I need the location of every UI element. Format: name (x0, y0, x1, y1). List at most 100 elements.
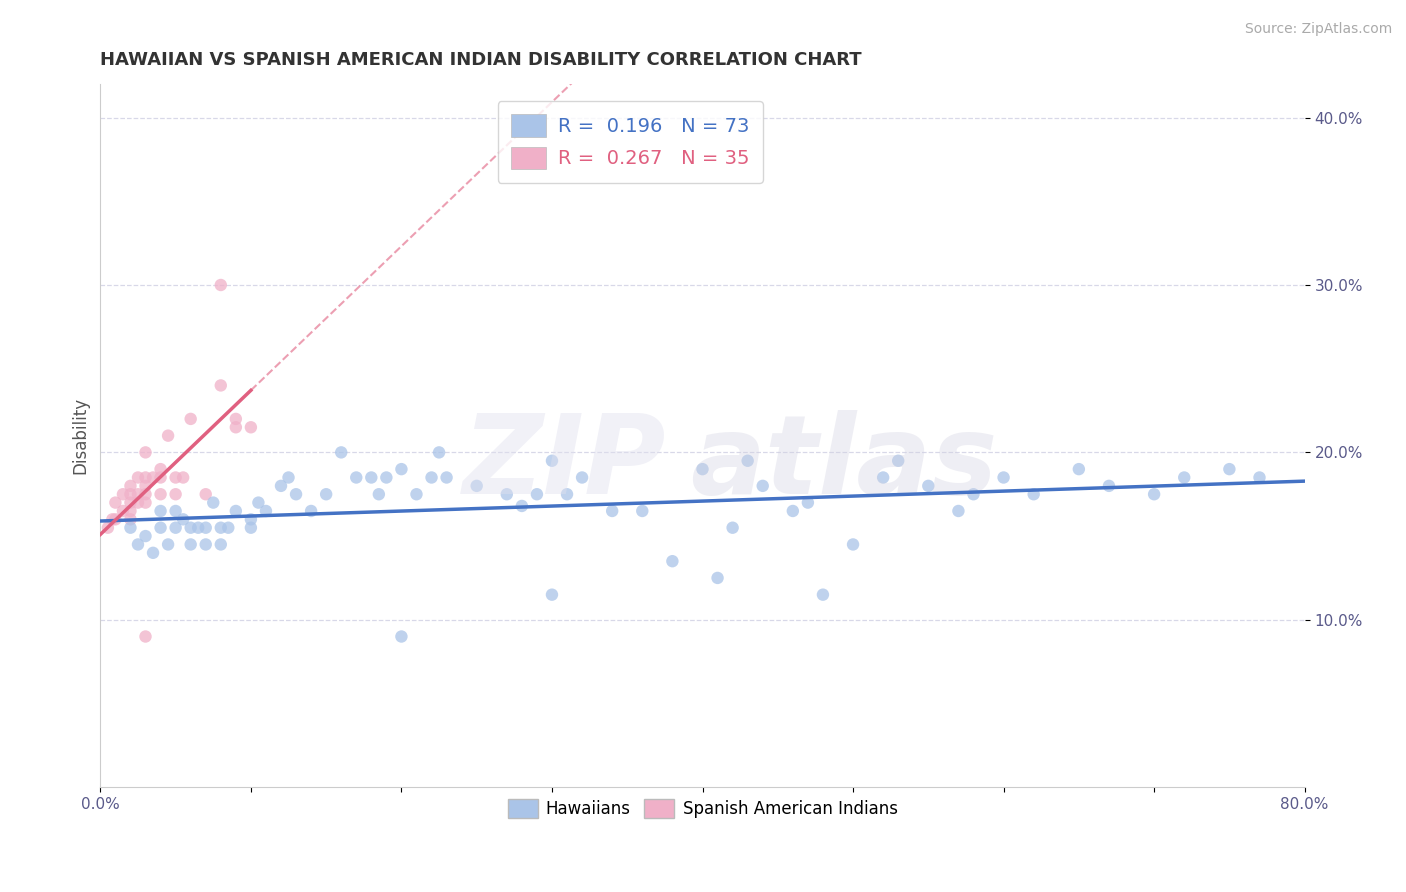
Point (120, 495, 142, 509)
Point (1218, 462, 1240, 476)
Point (254, 504, 277, 518)
Point (217, 521, 239, 535)
Point (180, 537, 202, 551)
Point (209, 521, 232, 535)
Point (165, 521, 187, 535)
Point (172, 470, 194, 484)
Point (180, 521, 202, 535)
Point (187, 521, 209, 535)
Text: HAWAIIAN VS SPANISH AMERICAN INDIAN DISABILITY CORRELATION CHART: HAWAIIAN VS SPANISH AMERICAN INDIAN DISA… (100, 51, 862, 69)
Point (239, 420, 262, 434)
Point (202, 495, 225, 509)
Point (541, 588, 564, 602)
Point (134, 487, 156, 501)
Y-axis label: Disability: Disability (72, 397, 89, 475)
Legend: Hawaiians, Spanish American Indians: Hawaiians, Spanish American Indians (501, 792, 904, 824)
Point (751, 479, 773, 493)
Point (526, 487, 548, 501)
Point (631, 504, 654, 518)
Point (194, 487, 217, 501)
Point (149, 487, 172, 501)
Point (375, 470, 398, 484)
Point (180, 412, 202, 426)
Point (127, 495, 149, 509)
Point (405, 487, 427, 501)
Point (1143, 487, 1166, 501)
Point (142, 546, 165, 560)
Text: ZIP: ZIP (463, 410, 666, 517)
Point (436, 470, 458, 484)
Point (149, 470, 172, 484)
Point (510, 499, 533, 513)
Point (120, 504, 142, 518)
Point (149, 504, 172, 518)
Point (239, 512, 262, 526)
Point (270, 479, 292, 493)
Point (225, 504, 247, 518)
Point (1022, 487, 1045, 501)
Point (120, 521, 142, 535)
Point (465, 479, 488, 493)
Point (993, 470, 1015, 484)
Point (1173, 470, 1195, 484)
Point (165, 487, 187, 501)
Point (194, 521, 217, 535)
Point (367, 487, 389, 501)
Point (134, 495, 156, 509)
Point (737, 454, 759, 468)
Point (541, 454, 564, 468)
Point (134, 470, 156, 484)
Point (225, 420, 247, 434)
Point (194, 537, 217, 551)
Point (948, 504, 970, 518)
Point (134, 479, 156, 493)
Point (721, 521, 744, 535)
Point (111, 487, 134, 501)
Point (706, 571, 728, 585)
Point (120, 479, 142, 493)
Point (1098, 479, 1121, 493)
Point (495, 487, 517, 501)
Point (661, 554, 683, 568)
Point (97, 521, 120, 535)
Text: Source: ZipAtlas.com: Source: ZipAtlas.com (1244, 22, 1392, 37)
Point (797, 495, 820, 509)
Point (149, 521, 172, 535)
Text: atlas: atlas (690, 410, 998, 517)
Point (120, 487, 142, 501)
Point (1249, 470, 1271, 484)
Point (104, 512, 127, 526)
Point (344, 470, 367, 484)
Point (149, 462, 172, 476)
Point (225, 412, 247, 426)
Point (104, 495, 127, 509)
Point (600, 504, 623, 518)
Point (811, 588, 834, 602)
Point (887, 454, 910, 468)
Point (247, 495, 270, 509)
Point (917, 479, 939, 493)
Point (127, 470, 149, 484)
Point (315, 487, 337, 501)
Point (134, 529, 156, 543)
Point (842, 537, 865, 551)
Point (142, 470, 165, 484)
Point (692, 462, 714, 476)
Point (782, 504, 804, 518)
Point (571, 470, 593, 484)
Point (120, 512, 142, 526)
Point (101, 512, 124, 526)
Point (330, 445, 353, 459)
Point (872, 470, 894, 484)
Point (111, 504, 134, 518)
Point (165, 470, 187, 484)
Point (172, 512, 194, 526)
Point (391, 462, 413, 476)
Point (962, 487, 984, 501)
Point (285, 487, 308, 501)
Point (134, 445, 156, 459)
Point (209, 537, 232, 551)
Point (127, 487, 149, 501)
Point (299, 504, 322, 518)
Point (127, 537, 149, 551)
